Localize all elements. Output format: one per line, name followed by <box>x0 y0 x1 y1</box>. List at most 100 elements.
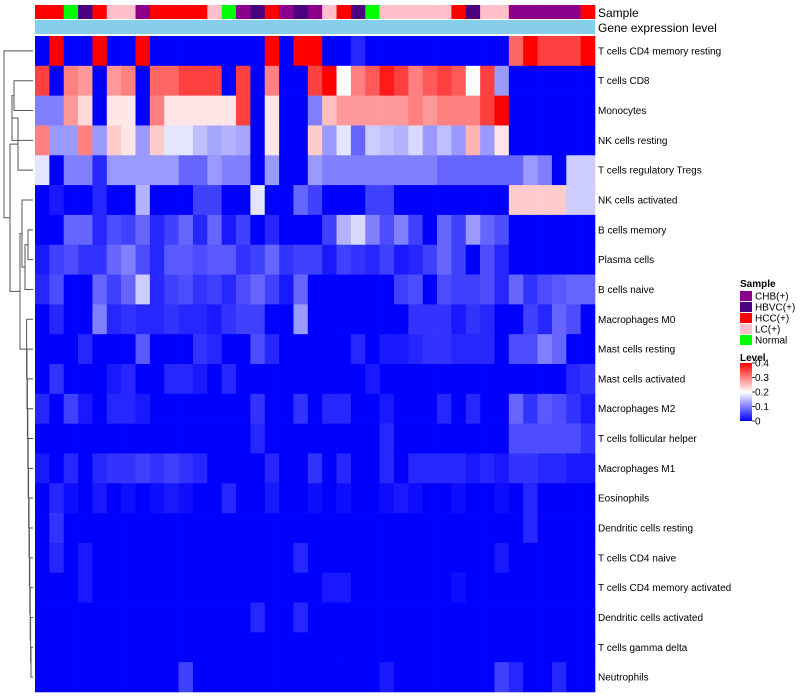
heatmap-cell <box>178 483 194 514</box>
heatmap-cell <box>221 334 237 365</box>
heatmap-cell <box>293 334 309 365</box>
heatmap-cell <box>221 36 237 67</box>
heatmap-cell <box>164 274 179 305</box>
heatmap-cell <box>49 244 65 275</box>
heatmap-cell <box>236 65 251 96</box>
heatmap-cell <box>551 572 567 603</box>
heatmap-cell <box>307 95 323 126</box>
heatmap-cell <box>279 304 294 335</box>
heatmap-cell <box>221 95 237 126</box>
heatmap-cell <box>264 36 280 67</box>
heatmap-cell <box>250 632 266 663</box>
heatmap-cell <box>192 65 208 96</box>
heatmap-cell <box>135 393 151 424</box>
heatmap-cell <box>437 95 452 126</box>
heatmap-cell <box>494 155 510 186</box>
heatmap-cell <box>437 214 452 246</box>
heatmap-cell <box>422 334 438 365</box>
heatmap-cell <box>465 662 481 693</box>
heatmap-cell <box>408 36 423 67</box>
heatmap-cell <box>192 214 208 246</box>
row-label: Macrophages M0 <box>598 315 676 326</box>
heatmap-cell <box>465 36 481 67</box>
heatmap-cell <box>365 155 380 186</box>
heatmap-cell <box>336 334 352 365</box>
heatmap-cell <box>192 334 208 365</box>
heatmap-cell <box>164 155 179 186</box>
heatmap-cell <box>537 393 553 424</box>
sample-annotation-cell <box>207 5 222 19</box>
heatmap-cell <box>322 572 337 603</box>
heatmap-cell <box>92 95 108 126</box>
heatmap-cell <box>465 572 481 603</box>
heatmap-cell <box>63 632 79 663</box>
heatmap-cell <box>250 513 266 544</box>
heatmap-cell <box>580 602 596 633</box>
heatmap-cell <box>566 632 581 663</box>
heatmap-cell <box>106 214 122 246</box>
sample-annotation-cell <box>250 5 266 19</box>
heatmap-cell <box>437 542 452 574</box>
heatmap-cell <box>580 155 596 186</box>
heatmap-cell <box>279 65 294 96</box>
heatmap-cell <box>465 214 481 246</box>
heatmap-cell <box>465 393 481 424</box>
sample-annotation-cell <box>537 5 553 19</box>
heatmap-cell <box>164 244 179 275</box>
heatmap-cell <box>465 334 481 365</box>
heatmap-cell <box>78 423 93 454</box>
heatmap-cell <box>336 304 352 335</box>
heatmap-cell <box>63 214 79 246</box>
heatmap-cell <box>494 95 510 126</box>
heatmap-cell <box>580 393 596 424</box>
heatmap-cell <box>566 542 581 574</box>
heatmap-cell <box>508 274 524 305</box>
gene-expression-level-bar <box>35 20 595 34</box>
heatmap-cell <box>408 602 423 633</box>
heatmap-cell <box>437 304 452 335</box>
sample-annotation-cell <box>451 5 467 19</box>
heatmap-cell <box>192 423 208 454</box>
heatmap-cell <box>422 572 438 603</box>
heatmap-cell <box>336 125 352 156</box>
heatmap-cell <box>480 125 495 156</box>
heatmap-cell <box>149 214 165 246</box>
heatmap-cell <box>293 244 309 275</box>
heatmap-cell <box>78 185 93 216</box>
heatmap-cell <box>250 602 266 633</box>
dendrogram-branch <box>27 229 33 261</box>
heatmap-cell <box>336 632 352 663</box>
heatmap-cell <box>365 572 380 603</box>
heatmap-cell <box>451 364 467 395</box>
heatmap-cell <box>379 304 395 335</box>
sample-legend-swatch <box>740 291 752 301</box>
heatmap-cell <box>494 304 510 335</box>
heatmap-cell <box>408 572 423 603</box>
row-label: Dendritic cells resting <box>598 524 693 535</box>
heatmap-cell <box>508 65 524 96</box>
heatmap-cell <box>178 214 194 246</box>
heatmap-cell <box>365 662 380 693</box>
heatmap-cell <box>523 334 538 365</box>
sample-annotation-cell <box>63 5 79 19</box>
heatmap-cell <box>92 423 108 454</box>
dendrogram-branch <box>19 233 27 350</box>
heatmap-cell <box>221 364 237 395</box>
heatmap-cell <box>250 364 266 395</box>
heatmap-cell <box>78 513 93 544</box>
heatmap-cell <box>221 483 237 514</box>
heatmap-cell <box>78 334 93 365</box>
heatmap-cell <box>523 36 538 67</box>
heatmap-cell <box>293 542 309 574</box>
heatmap-cell <box>379 513 395 544</box>
heatmap-cell <box>566 274 581 305</box>
heatmap-cell <box>508 453 524 484</box>
heatmap-cell <box>322 36 337 67</box>
heatmap-cell <box>192 453 208 484</box>
heatmap-cell <box>480 364 495 395</box>
row-label: B cells naive <box>598 285 655 296</box>
heatmap-cell <box>236 185 251 216</box>
heatmap-cell <box>465 244 481 275</box>
heatmap-cell <box>106 423 122 454</box>
heatmap-cell <box>494 542 510 574</box>
